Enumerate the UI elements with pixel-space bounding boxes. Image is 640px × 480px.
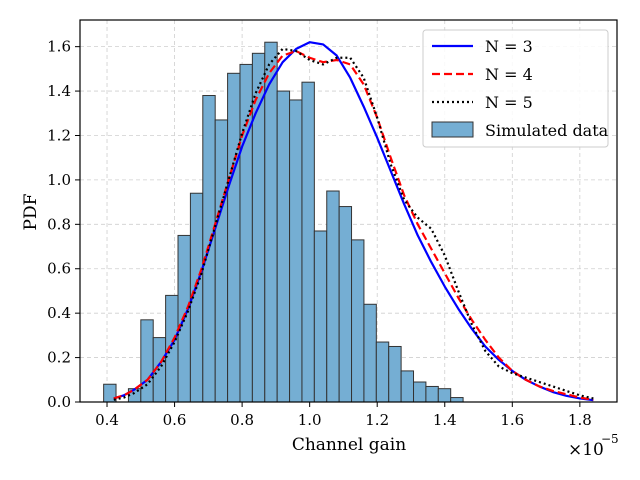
histogram-bar (450, 397, 464, 403)
y-tick-label: 1.0 (47, 171, 71, 189)
histogram-bar (313, 230, 328, 403)
y-tick-label: 1.4 (47, 82, 71, 100)
histogram-bar (289, 99, 303, 403)
histogram-bar (338, 206, 353, 403)
histogram-bar (214, 119, 229, 403)
histogram-bar (375, 341, 390, 403)
y-tick-label: 1.6 (47, 38, 71, 56)
x-scale-factor: ×10 −5 (568, 432, 619, 460)
y-tick-label: 0.8 (47, 215, 71, 233)
legend-label-n5: N = 5 (485, 93, 533, 112)
x-tick-label: 1.0 (298, 411, 322, 429)
legend-label-n3: N = 3 (485, 37, 533, 56)
x-tick-label: 1.6 (500, 411, 524, 429)
y-axis-ticks: 0.0 0.2 0.4 0.6 0.8 1.0 1.2 1.4 1.6 (47, 38, 80, 411)
x-tick-label: 1.8 (568, 411, 592, 429)
histogram-bar (351, 239, 365, 403)
x-tick-label: 0.8 (230, 411, 254, 429)
legend-swatch-histogram (431, 121, 474, 138)
histogram-bar (388, 345, 402, 403)
x-tick-label: 1.2 (365, 411, 389, 429)
x-tick-label: 1.4 (433, 411, 457, 429)
y-tick-label: 0.4 (47, 304, 71, 322)
legend: N = 3 N = 4 N = 5 Simulated data (422, 29, 609, 148)
histogram-bar (425, 385, 439, 403)
x-scale-factor-base: ×10 (568, 440, 604, 460)
y-tick-label: 0.6 (47, 260, 71, 278)
y-tick-label: 0.0 (47, 393, 71, 411)
y-axis-label: PDF (21, 193, 41, 230)
x-scale-factor-exponent: −5 (601, 432, 619, 446)
histogram-bar (363, 303, 377, 403)
legend-box (422, 29, 609, 148)
plot-frame (79, 19, 618, 403)
x-tick-label: 0.6 (163, 411, 187, 429)
histogram-bar (264, 41, 278, 403)
histogram-bar (276, 90, 291, 403)
legend-label-histogram: Simulated data (485, 121, 609, 140)
x-axis-ticks: 0.4 0.6 0.8 1.0 1.2 1.4 1.6 1.8 (95, 402, 592, 429)
histogram-bar (301, 81, 315, 403)
histogram-bar (400, 370, 415, 403)
histogram-bar (413, 381, 427, 403)
y-tick-label: 1.2 (47, 126, 71, 144)
x-tick-label: 0.4 (95, 411, 119, 429)
histogram-bar (326, 190, 340, 403)
legend-label-n4: N = 4 (485, 65, 533, 84)
histogram-bar (140, 319, 154, 403)
y-tick-label: 0.2 (47, 349, 71, 367)
series-line-n5 (113, 47, 594, 401)
histogram-bar (227, 72, 241, 403)
histogram-bar (437, 388, 452, 403)
x-axis-label: Channel gain (292, 435, 406, 455)
pdf-curves (113, 41, 594, 402)
series-line-n4 (113, 49, 594, 401)
